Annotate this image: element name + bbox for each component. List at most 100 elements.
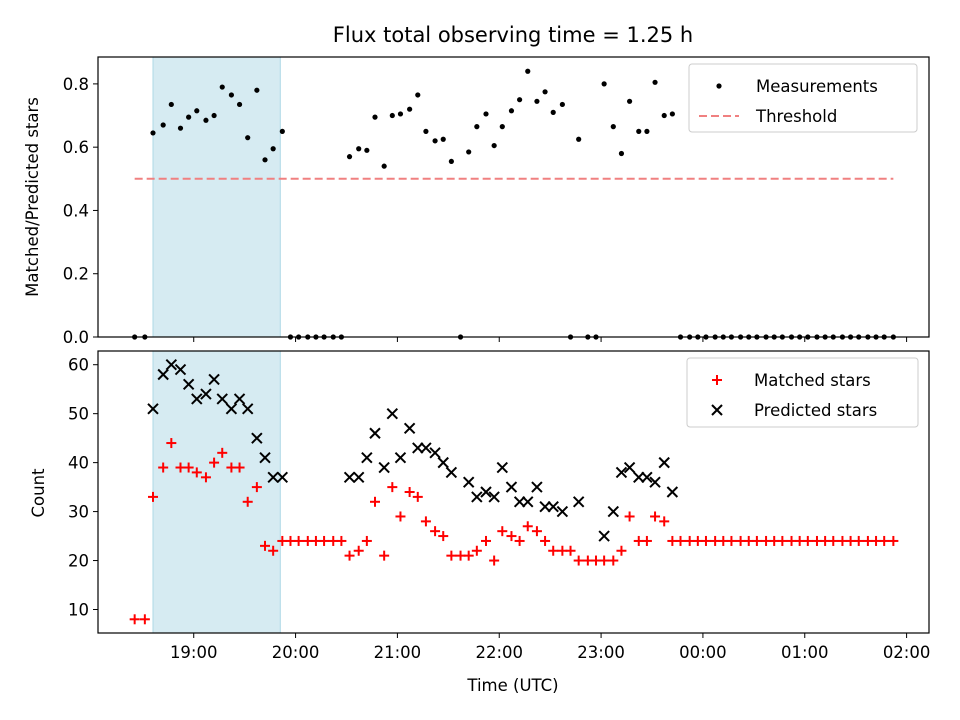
bottom-point-1-46 (633, 471, 645, 484)
bottom-point-1-5 (191, 393, 203, 405)
bottom-point-1-33-b (496, 461, 509, 474)
bottom-point-1-11 (241, 403, 254, 415)
bottom-xtick-label-4: 23:00 (577, 643, 625, 662)
bottom-point-1-46-b (633, 471, 645, 484)
bottom-point-0-36 (438, 531, 449, 542)
bottom-point-1-17-b (352, 471, 365, 484)
bottom-xtick-label-2: 21:00 (374, 643, 422, 662)
bottom-point-1-7-b (208, 373, 220, 386)
bottom-point-0-33 (412, 491, 423, 502)
bottom-point-1-39 (547, 500, 559, 513)
bottom-point-0-24 (336, 535, 347, 546)
bottom-point-1-34 (505, 481, 518, 493)
bottom-point-0-32 (404, 487, 415, 497)
bottom-point-1-24 (412, 442, 424, 454)
bottom-point-0-19 (293, 535, 304, 546)
bottom-point-1-1 (157, 368, 169, 381)
bottom-point-0-15 (260, 540, 271, 551)
bottom-point-0-73 (751, 535, 762, 546)
bottom-point-1-42-b (598, 530, 610, 542)
bottom-point-0-64 (675, 535, 686, 546)
top-point-0-48 (542, 89, 548, 95)
top-point-0-25 (346, 154, 353, 160)
bottom-point-1-40 (556, 505, 569, 518)
bottom-point-1-42 (598, 530, 610, 542)
bottom-point-1-12 (251, 432, 263, 444)
bottom-point-1-50 (666, 486, 679, 498)
top-point-0-9 (211, 112, 217, 119)
bottom-point-1-35 (513, 496, 526, 508)
bottom-point-1-44-b (615, 466, 628, 479)
top-point-0-44 (508, 108, 515, 114)
bottom-point-0-30 (387, 482, 398, 493)
bottom-point-0-31 (395, 511, 406, 522)
bottom-legend-label-0: Matched stars (754, 371, 871, 390)
top-point-0-4 (168, 101, 174, 108)
top-point-0-13 (245, 135, 251, 141)
top-point-0-16 (270, 146, 276, 152)
bottom-point-1-28 (445, 466, 458, 479)
top-point-0-40 (474, 124, 480, 130)
top-point-0-3 (160, 122, 166, 128)
bottom-point-0-56 (608, 555, 619, 566)
bottom-point-1-45-b (623, 461, 636, 474)
bottom-point-1-18 (361, 452, 373, 464)
bottom-point-1-49 (658, 456, 670, 469)
bottom-point-1-37 (531, 481, 543, 493)
bottom-point-1-39-b (547, 500, 559, 513)
bottom-point-0-44 (506, 531, 517, 542)
bottom-point-1-12-b (251, 432, 263, 444)
bottom-point-1-8 (216, 393, 228, 405)
top-point-0-31 (397, 111, 404, 117)
bottom-point-0-22 (319, 535, 330, 546)
bottom-legend-swatch-1 (711, 404, 723, 416)
bottom-point-1-0-b (147, 403, 159, 415)
bottom-point-0-49 (548, 545, 559, 556)
bottom-point-0-55 (599, 555, 610, 566)
top-point-0-6 (186, 114, 192, 120)
bottom-point-1-16 (343, 471, 356, 484)
bottom-point-1-22-b (394, 452, 407, 464)
bottom-point-1-22 (394, 452, 407, 464)
bottom-point-0-67 (700, 535, 711, 546)
bottom-point-0-43 (497, 526, 508, 537)
top-point-0-33 (415, 92, 421, 98)
top-point-0-39 (466, 149, 472, 155)
bottom-point-1-27 (437, 456, 449, 469)
bottom-ytick-label-2: 30 (68, 503, 89, 522)
top-point-0-50 (559, 101, 565, 108)
top-point-0-11 (228, 92, 235, 98)
top-point-0-52 (576, 136, 582, 142)
bottom-point-0-85 (853, 535, 864, 546)
bottom-point-0-62 (659, 516, 670, 527)
top-y-axis-label: Matched/Predicted stars (23, 97, 42, 297)
bottom-point-0-61 (650, 511, 661, 522)
bottom-point-1-43 (607, 505, 620, 518)
bottom-point-1-36-b (522, 496, 534, 508)
bottom-point-0-7 (191, 467, 202, 478)
bottom-point-1-48 (649, 476, 661, 488)
top-point-0-47 (534, 98, 540, 104)
bottom-point-0-40 (471, 545, 482, 556)
bottom-point-0-2 (147, 491, 158, 502)
bottom-xtick-label-7: 02:00 (883, 643, 931, 662)
bottom-point-0-9 (209, 457, 220, 468)
bottom-point-0-79 (802, 535, 813, 546)
top-point-0-62 (661, 112, 667, 119)
bottom-point-1-36 (522, 496, 534, 508)
top-point-0-32 (407, 106, 413, 112)
bottom-point-1-2 (165, 359, 178, 371)
top-point-0-34 (423, 128, 429, 134)
bottom-point-1-25-b (420, 442, 432, 454)
bottom-point-1-38 (539, 500, 551, 513)
top-plot-frame (97, 56, 930, 338)
bottom-point-1-11-b (241, 403, 254, 415)
bottom-point-1-35-b (513, 496, 526, 508)
top-point-0-57 (618, 150, 625, 157)
top-point-0-36 (440, 136, 446, 142)
bottom-point-0-14 (251, 482, 262, 493)
top-point-0-37 (448, 158, 454, 165)
top-point-0-29 (381, 163, 387, 169)
bottom-point-1-15-b (276, 471, 289, 484)
bottom-point-1-10 (233, 393, 246, 405)
